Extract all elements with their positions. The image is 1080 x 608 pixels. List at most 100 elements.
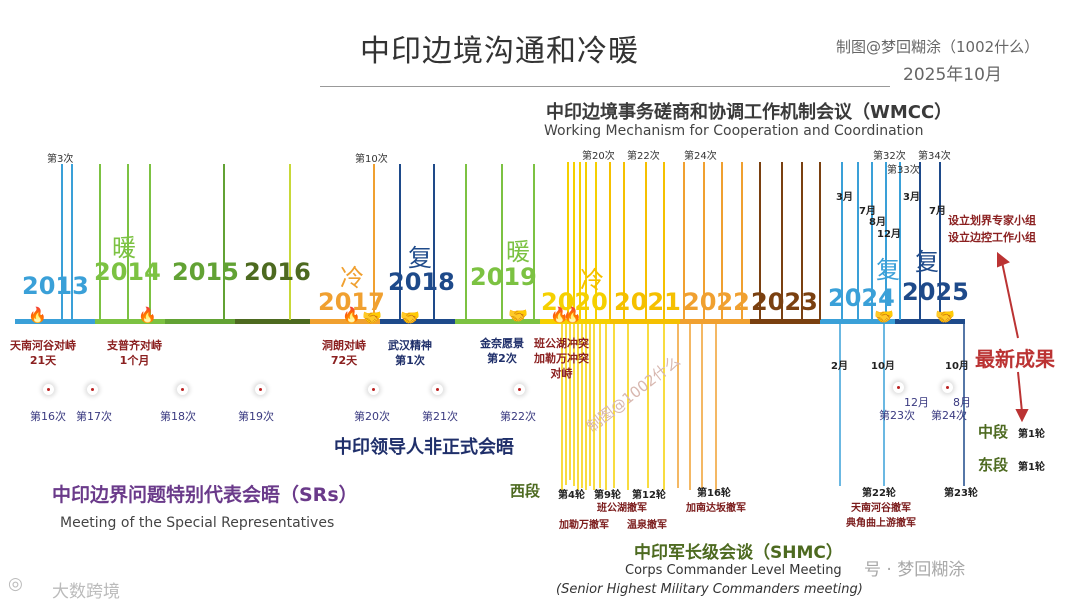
year-label: 2025 xyxy=(902,278,969,306)
sr-dot xyxy=(893,382,904,393)
handshake-icon: 🤝 xyxy=(362,308,382,327)
event-jinnai: 金奈愿景 第2次 xyxy=(480,337,524,365)
fire-icon: 🔥 xyxy=(28,306,47,324)
year-label: 2018 xyxy=(388,268,455,296)
year-label: 2016 xyxy=(244,258,311,286)
title-underline xyxy=(320,86,890,87)
year-label: 2020 xyxy=(541,288,608,316)
shmc-note-r4: 加勒万撤军 xyxy=(559,520,609,531)
handshake-icon: 🤝 xyxy=(508,306,528,325)
axis-2014 xyxy=(95,319,165,324)
year-label: 2022 xyxy=(683,288,750,316)
wmcc-round: 第20次 xyxy=(582,151,615,162)
special-reps-subtitle: Meeting of the Special Representatives xyxy=(60,515,335,531)
month-label: 12月 xyxy=(877,229,901,240)
year-label: 2015 xyxy=(172,258,239,286)
sr-dot xyxy=(432,384,443,395)
page-title: 中印边境沟通和冷暖 xyxy=(360,34,639,69)
year-label: 2021 xyxy=(614,288,681,316)
wmcc-round: 第33次 xyxy=(887,165,920,176)
wmcc-round: 第32次 xyxy=(873,151,906,162)
mood-label: 暖 xyxy=(112,234,136,262)
segment-middle: 中段 xyxy=(978,423,1009,441)
sr-round: 第23次 xyxy=(879,409,915,422)
event-tiannan: 天南河谷对峙 21天 xyxy=(10,339,76,367)
sr-dot xyxy=(942,382,953,393)
month-label: 7月 xyxy=(859,206,876,217)
sr-round: 第18次 xyxy=(160,410,196,423)
mood-label: 复 xyxy=(876,256,900,284)
month-label: 2月 xyxy=(831,361,848,372)
wmcc-subtitle: Working Mechanism for Cooperation and Co… xyxy=(544,123,924,139)
mood-label: 暖 xyxy=(506,238,530,266)
year-label: 2019 xyxy=(470,263,537,291)
sr-round: 第19次 xyxy=(238,410,274,423)
credit: 制图@梦回糊涂（1002什么） xyxy=(836,38,1040,56)
year-label: 2017 xyxy=(318,288,385,316)
year-label: 2014 xyxy=(94,258,161,286)
segment-east-round: 第1轮 xyxy=(1018,462,1045,473)
sr-round: 第16次 xyxy=(30,410,66,423)
informal-summit-title: 中印领导人非正式会晤 xyxy=(334,437,514,458)
axis-2016 xyxy=(235,319,310,324)
wmcc-round: 第34次 xyxy=(918,151,951,162)
event-bangong: 班公湖冲突 加勒万冲突 对峙 xyxy=(534,337,589,380)
fire-icon: 🔥 xyxy=(138,306,157,324)
special-reps-title: 中印边界问题特别代表会晤（SRs） xyxy=(52,484,358,506)
year-label: 2013 xyxy=(22,272,89,300)
event-donglang: 洞朗对峙 72天 xyxy=(322,339,366,367)
axis-2023 xyxy=(750,319,820,324)
shmc-title: 中印军长级会谈（SHMC） xyxy=(634,543,843,563)
shmc-round: 第23轮 xyxy=(944,488,978,499)
mood-label: 复 xyxy=(408,244,432,272)
fire-icon: 🔥 xyxy=(563,306,582,324)
handshake-icon: 🤝 xyxy=(935,307,955,326)
sr-round: 第20次 xyxy=(354,410,390,423)
axis-2018 xyxy=(380,319,455,324)
month-label: 8月 xyxy=(869,217,886,228)
wmcc-title: 中印边境事务磋商和协调工作机制会议（WMCC） xyxy=(546,102,953,123)
month-label: 10月 xyxy=(871,361,895,372)
axis-2020 xyxy=(540,319,610,324)
axis-2022 xyxy=(680,319,750,324)
mood-label: 复 xyxy=(915,248,939,276)
fire-icon: 🔥 xyxy=(342,306,361,324)
handshake-icon: 🤝 xyxy=(400,308,420,327)
sr-round: 第22次 xyxy=(500,410,536,423)
segment-middle-round: 第1轮 xyxy=(1018,429,1045,440)
shmc-round: 第22轮 xyxy=(862,488,896,499)
event-zhupuqi: 支普齐对峙 1个月 xyxy=(107,339,162,367)
event-wuhan: 武汉精神 第1次 xyxy=(388,339,432,367)
watermark-bottom-left: 大数跨境 xyxy=(52,582,120,602)
shmc-subtitle-2: (Senior Highest Military Commanders meet… xyxy=(556,582,863,597)
month-label: 10月 xyxy=(945,361,969,372)
shmc-note-r22: 天南河谷撤军 典角曲上游撤军 xyxy=(846,503,916,529)
latest-arrows xyxy=(997,251,1029,423)
axis-2024 xyxy=(820,319,895,324)
sr-month: 12月 xyxy=(904,396,929,409)
mood-label: 冷 xyxy=(340,264,364,292)
axis-2013 xyxy=(15,319,95,324)
shmc-round: 第12轮 xyxy=(632,490,666,501)
shmc-round: 第16轮 xyxy=(697,488,731,499)
axis-2021 xyxy=(610,319,680,324)
shmc-subtitle: Corps Commander Level Meeting xyxy=(625,563,842,578)
new-groups: 设立划界专家小组 设立边控工作小组 xyxy=(948,214,1036,244)
sr-dot xyxy=(514,384,525,395)
sr-dot xyxy=(368,384,379,395)
latest-results: 最新成果 xyxy=(975,347,1055,371)
sr-round: 第17次 xyxy=(76,410,112,423)
wmcc-round: 第10次 xyxy=(355,154,388,165)
sr-dot xyxy=(87,384,98,395)
mood-label: 冷 xyxy=(580,266,604,294)
sr-dot xyxy=(43,384,54,395)
shmc-lines xyxy=(561,324,965,490)
wmcc-lines xyxy=(61,162,941,320)
credit-date: 2025年10月 xyxy=(903,65,1002,85)
year-label: 2023 xyxy=(751,288,818,316)
axis-2025 xyxy=(895,319,965,324)
shmc-round: 第9轮 xyxy=(594,490,621,501)
month-label: 3月 xyxy=(903,192,920,203)
fire-icon: 🔥 xyxy=(550,306,569,324)
